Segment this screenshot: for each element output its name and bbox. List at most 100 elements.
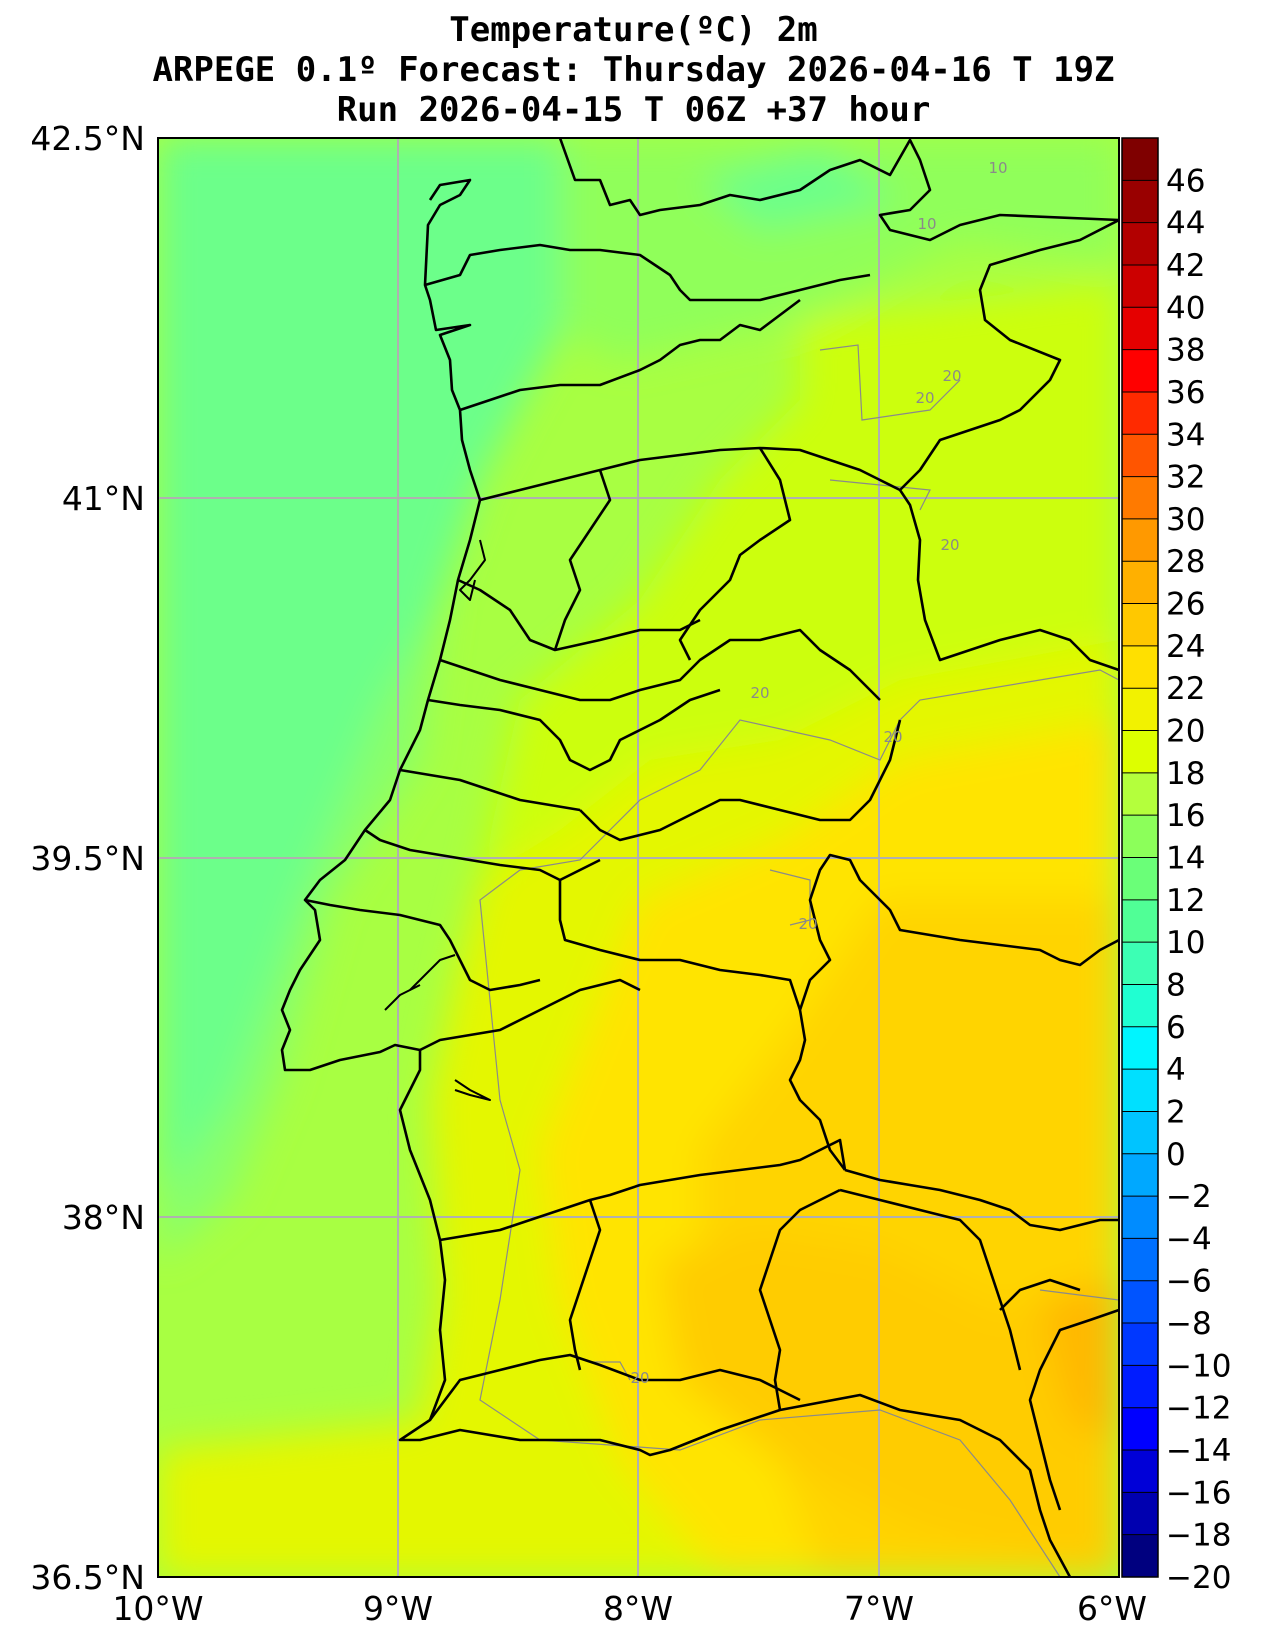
colorbar-label: −2 xyxy=(1166,1179,1212,1215)
chart-title-line1: Temperature(ºC) 2m xyxy=(449,10,818,50)
colorbar-swatch xyxy=(1122,815,1158,858)
chart-title-line2: ARPEGE 0.1º Forecast: Thursday 2026-04-1… xyxy=(152,50,1115,90)
colorbar-label: 14 xyxy=(1166,841,1205,877)
colorbar-swatch xyxy=(1122,561,1158,605)
colorbar-swatch xyxy=(1122,1026,1158,1070)
contour-label: 20 xyxy=(798,915,817,933)
colorbar-swatch xyxy=(1122,138,1158,181)
colorbar-swatch xyxy=(1122,942,1158,985)
colorbar-swatch xyxy=(1122,1069,1158,1112)
lon-tick-label: 10°W xyxy=(112,1589,203,1628)
colorbar-swatch xyxy=(1122,603,1158,647)
latitude-axis: 42.5°N 41°N 39.5°N 38°N 36.5°N xyxy=(30,119,145,1597)
colorbar-label: −12 xyxy=(1166,1391,1231,1427)
colorbar-swatch xyxy=(1122,222,1158,266)
longitude-axis: 10°W 9°W 8°W 7°W 6°W xyxy=(112,1589,1147,1628)
colorbar-label: 24 xyxy=(1166,629,1205,665)
colorbar-swatch xyxy=(1122,1492,1158,1536)
colorbar-label: −20 xyxy=(1166,1560,1231,1596)
colorbar-label: 28 xyxy=(1166,544,1205,580)
colorbar-label: 16 xyxy=(1166,798,1205,834)
lon-tick-label: 7°W xyxy=(844,1589,914,1628)
colorbar-label: 26 xyxy=(1166,587,1205,623)
colorbar-label: 44 xyxy=(1166,206,1205,242)
colorbar-label: 8 xyxy=(1166,967,1186,1003)
lat-tick-label: 39.5°N xyxy=(30,839,145,878)
colorbar-label: 4 xyxy=(1166,1052,1186,1088)
contour-label: 20 xyxy=(750,684,769,702)
colorbar-swatch xyxy=(1122,434,1158,478)
colorbar-swatch xyxy=(1122,899,1158,943)
colorbar-label: 22 xyxy=(1166,671,1205,707)
graticule xyxy=(158,138,1119,1577)
colorbar-label: 20 xyxy=(1166,714,1205,750)
colorbar-swatch xyxy=(1122,180,1158,224)
colorbar-label: 0 xyxy=(1166,1137,1186,1173)
colorbar-label: 38 xyxy=(1166,333,1205,369)
colorbar-label: −6 xyxy=(1166,1264,1212,1300)
colorbar-swatch xyxy=(1122,730,1158,774)
colorbar-frame xyxy=(1121,137,1159,1578)
colorbar-swatch xyxy=(1122,1365,1158,1409)
lat-tick-label: 41°N xyxy=(62,479,145,518)
colorbar-label: −14 xyxy=(1166,1433,1231,1469)
colorbar-swatch xyxy=(1122,476,1158,520)
colorbar-swatch xyxy=(1122,645,1158,689)
contour-label: 20 xyxy=(942,367,961,385)
map-frame xyxy=(157,137,1120,1578)
contour-label: 20 xyxy=(883,728,902,746)
coastline-and-borders xyxy=(280,138,1119,1577)
contour-label: 10 xyxy=(988,159,1007,177)
colorbar-swatch xyxy=(1122,857,1158,901)
colorbar-label: −8 xyxy=(1166,1306,1212,1342)
colorbar-label: 36 xyxy=(1166,375,1205,411)
colorbar-swatch xyxy=(1122,1323,1158,1366)
colorbar-swatch xyxy=(1122,1153,1158,1197)
colorbar-swatch xyxy=(1122,1111,1158,1155)
colorbar-swatch xyxy=(1122,772,1158,816)
colorbar: 4644424038363432302826242220181614121086… xyxy=(1121,137,1231,1596)
colorbar-label: 42 xyxy=(1166,248,1205,284)
colorbar-swatch xyxy=(1122,1196,1158,1239)
colorbar-label: −4 xyxy=(1166,1221,1212,1257)
contour-label: 10 xyxy=(917,215,936,233)
colorbar-swatch xyxy=(1122,1238,1158,1282)
colorbar-swatch xyxy=(1122,518,1158,562)
colorbar-swatch xyxy=(1122,1407,1158,1451)
colorbar-label: −10 xyxy=(1166,1348,1231,1384)
colorbar-swatch xyxy=(1122,264,1158,308)
lon-tick-label: 6°W xyxy=(1077,1589,1147,1628)
colorbar-swatch xyxy=(1122,1450,1158,1493)
colorbar-swatch xyxy=(1122,349,1158,393)
colorbar-swatch xyxy=(1122,1280,1158,1324)
chart-title-line3: Run 2026-04-15 T 06Z +37 hour xyxy=(336,90,931,130)
colorbar-swatch xyxy=(1122,307,1158,351)
contour-labels: 10 10 20 20 20 20 20 20 20 xyxy=(630,159,1007,1387)
colorbar-label: 10 xyxy=(1166,925,1205,961)
colorbar-label: 12 xyxy=(1166,883,1205,919)
colorbar-label: 2 xyxy=(1166,1094,1186,1130)
colorbar-label: 40 xyxy=(1166,290,1205,326)
colorbar-swatch xyxy=(1122,391,1158,435)
colorbar-label: 32 xyxy=(1166,460,1205,496)
contour-label: 20 xyxy=(940,536,959,554)
colorbar-label: 6 xyxy=(1166,1010,1186,1046)
colorbar-label: 30 xyxy=(1166,502,1205,538)
contour-label: 20 xyxy=(630,1369,649,1387)
colorbar-swatch xyxy=(1122,984,1158,1028)
colorbar-label: −18 xyxy=(1166,1518,1231,1554)
colorbar-swatch xyxy=(1122,688,1158,732)
contour-label: 20 xyxy=(915,389,934,407)
lat-tick-label: 42.5°N xyxy=(30,119,145,158)
colorbar-label: −16 xyxy=(1166,1475,1231,1511)
lon-tick-label: 9°W xyxy=(363,1589,433,1628)
lat-tick-label: 38°N xyxy=(62,1198,145,1237)
colorbar-swatch xyxy=(1122,1534,1158,1578)
colorbar-label: 46 xyxy=(1166,163,1205,199)
colorbar-label: 18 xyxy=(1166,756,1205,792)
colorbar-label: 34 xyxy=(1166,417,1205,453)
lat-tick-label: 36.5°N xyxy=(30,1558,145,1597)
contour-lines xyxy=(479,344,1119,1577)
lon-tick-label: 8°W xyxy=(603,1589,673,1628)
